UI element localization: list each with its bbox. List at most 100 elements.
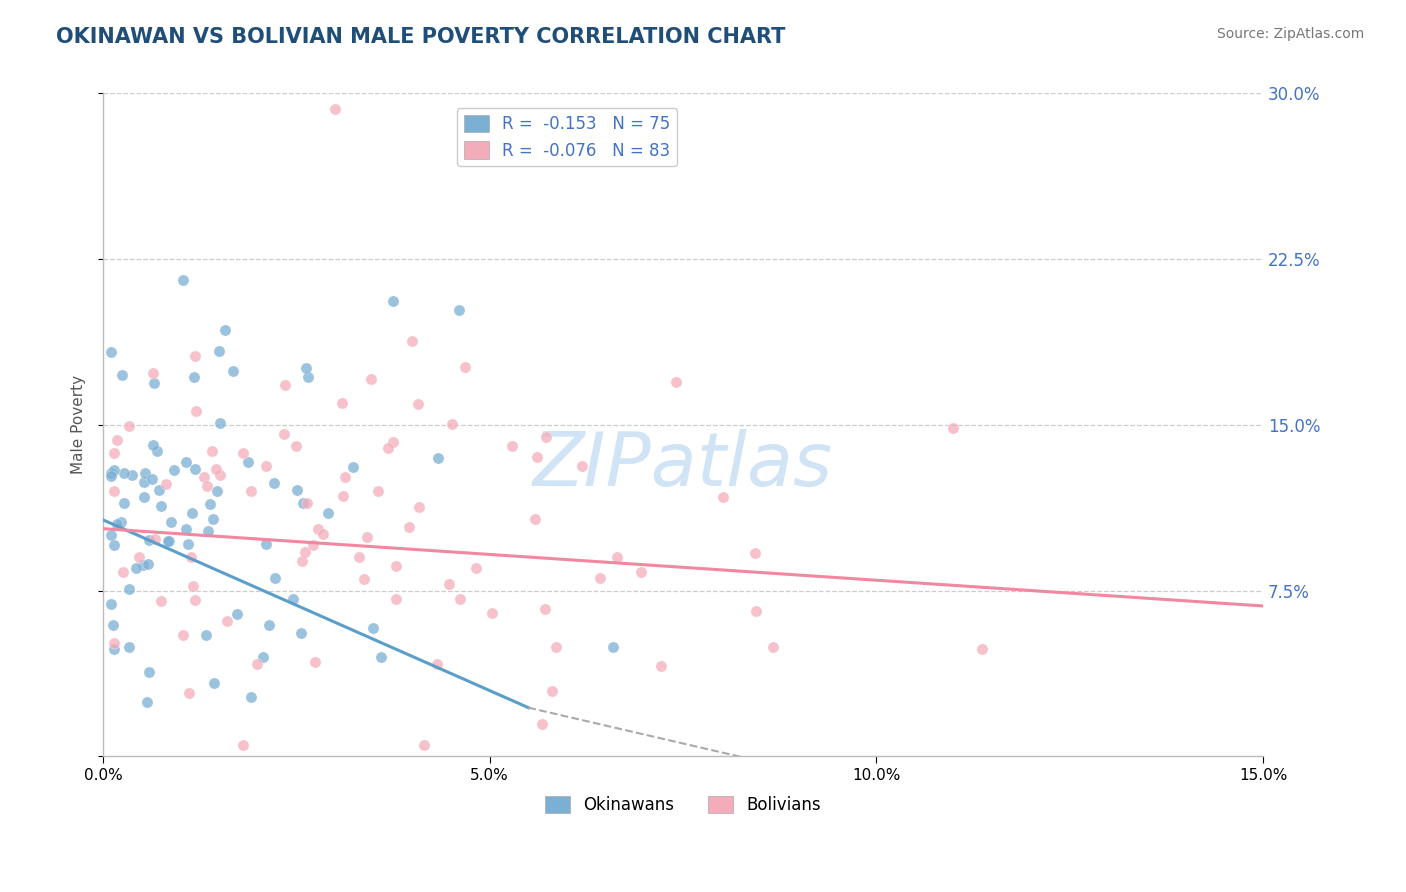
Point	[246, 657, 269, 671]
Point	[398, 520, 420, 534]
Point	[136, 557, 159, 571]
Point	[180, 550, 202, 565]
Point	[157, 533, 180, 548]
Point	[381, 435, 404, 450]
Point	[291, 496, 314, 510]
Point	[208, 344, 231, 359]
Point	[186, 403, 208, 417]
Point	[349, 549, 371, 564]
Point	[304, 656, 326, 670]
Point	[665, 375, 688, 389]
Point	[125, 560, 148, 574]
Point	[273, 427, 295, 442]
Point	[132, 490, 155, 504]
Point	[401, 334, 423, 348]
Point	[257, 617, 280, 632]
Point	[184, 462, 207, 476]
Point	[530, 717, 553, 731]
Point	[117, 582, 139, 596]
Point	[121, 467, 143, 482]
Point	[370, 650, 392, 665]
Point	[501, 439, 523, 453]
Point	[297, 369, 319, 384]
Point	[148, 483, 170, 497]
Point	[128, 550, 150, 565]
Point	[297, 496, 319, 510]
Point	[204, 676, 226, 690]
Point	[744, 546, 766, 560]
Point	[103, 641, 125, 656]
Point	[205, 483, 228, 498]
Point	[135, 696, 157, 710]
Point	[162, 463, 184, 477]
Point	[100, 344, 122, 359]
Point	[447, 303, 470, 318]
Point	[142, 438, 165, 452]
Point	[217, 614, 239, 628]
Y-axis label: Male Poverty: Male Poverty	[72, 376, 86, 475]
Point	[541, 683, 564, 698]
Point	[323, 102, 346, 116]
Point	[143, 532, 166, 546]
Point	[302, 538, 325, 552]
Point	[103, 446, 125, 460]
Point	[180, 506, 202, 520]
Point	[107, 433, 129, 447]
Text: OKINAWAN VS BOLIVIAN MALE POVERTY CORRELATION CHART: OKINAWAN VS BOLIVIAN MALE POVERTY CORREL…	[56, 27, 786, 46]
Point	[100, 528, 122, 542]
Point	[209, 467, 232, 482]
Point	[195, 628, 218, 642]
Point	[711, 490, 734, 504]
Point	[184, 349, 207, 363]
Point	[103, 538, 125, 552]
Point	[197, 524, 219, 538]
Point	[284, 440, 307, 454]
Point	[437, 576, 460, 591]
Point	[353, 573, 375, 587]
Point	[571, 459, 593, 474]
Point	[356, 530, 378, 544]
Point	[204, 461, 226, 475]
Point	[332, 489, 354, 503]
Point	[138, 665, 160, 680]
Point	[232, 446, 254, 460]
Point	[146, 444, 169, 458]
Point	[193, 470, 215, 484]
Point	[263, 476, 285, 491]
Point	[526, 450, 548, 465]
Point	[142, 366, 165, 380]
Point	[177, 536, 200, 550]
Point	[112, 565, 135, 579]
Point	[318, 506, 340, 520]
Text: Source: ZipAtlas.com: Source: ZipAtlas.com	[1216, 27, 1364, 41]
Point	[295, 360, 318, 375]
Point	[385, 559, 408, 574]
Point	[745, 604, 768, 618]
Text: ZIPatlas: ZIPatlas	[533, 428, 834, 500]
Point	[332, 396, 354, 410]
Point	[291, 554, 314, 568]
Point	[534, 602, 557, 616]
Point	[254, 537, 277, 551]
Point	[602, 640, 624, 654]
Point	[481, 607, 503, 621]
Point	[254, 458, 277, 473]
Point	[307, 522, 329, 536]
Point	[426, 451, 449, 466]
Point	[155, 476, 177, 491]
Point	[377, 441, 399, 455]
Point	[197, 479, 219, 493]
Point	[183, 593, 205, 607]
Point	[606, 550, 628, 565]
Point	[524, 512, 547, 526]
Point	[360, 372, 382, 386]
Point	[449, 592, 471, 607]
Point	[239, 483, 262, 498]
Point	[454, 360, 477, 375]
Point	[342, 460, 364, 475]
Point	[103, 483, 125, 498]
Point	[100, 467, 122, 481]
Point	[112, 496, 135, 510]
Point	[101, 618, 124, 632]
Point	[201, 511, 224, 525]
